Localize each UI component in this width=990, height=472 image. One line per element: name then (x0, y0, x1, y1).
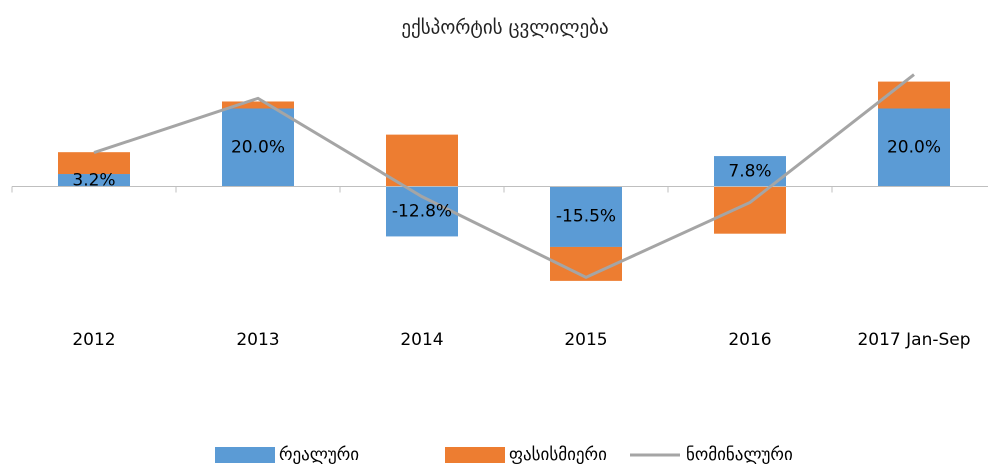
bar (386, 134, 458, 187)
x-tick-label: 2012 (72, 330, 115, 350)
data-label: 7.8% (728, 161, 771, 181)
bar (550, 186, 622, 247)
legend-label: ნომინალური (686, 445, 793, 465)
data-label: 3.2% (72, 170, 115, 190)
legend-label: ფასისმიერი (509, 445, 607, 465)
x-tick-label: 2016 (728, 330, 771, 350)
bar (386, 186, 458, 237)
x-tick-label: 2014 (400, 330, 443, 350)
data-label: -15.5% (556, 207, 616, 227)
data-label: 20.0% (887, 138, 941, 158)
bar (714, 156, 786, 187)
bar (58, 174, 130, 187)
bar (714, 186, 786, 234)
x-tick-label: 2013 (236, 330, 279, 350)
legend-swatch (445, 447, 505, 463)
bar (878, 108, 950, 187)
x-tick-label: 2017 Jan-Sep (857, 330, 970, 350)
data-label: 20.0% (231, 138, 285, 158)
bar (58, 152, 130, 175)
bar (222, 108, 294, 187)
data-label: -12.8% (392, 201, 452, 221)
line (93, 73, 915, 280)
legend-swatch (215, 447, 275, 463)
x-tick-label: 2015 (564, 330, 607, 350)
legend-label: რეალური (279, 445, 359, 465)
chart-title: ექსპორტის ცვლილება (401, 17, 608, 39)
bar (222, 101, 294, 109)
